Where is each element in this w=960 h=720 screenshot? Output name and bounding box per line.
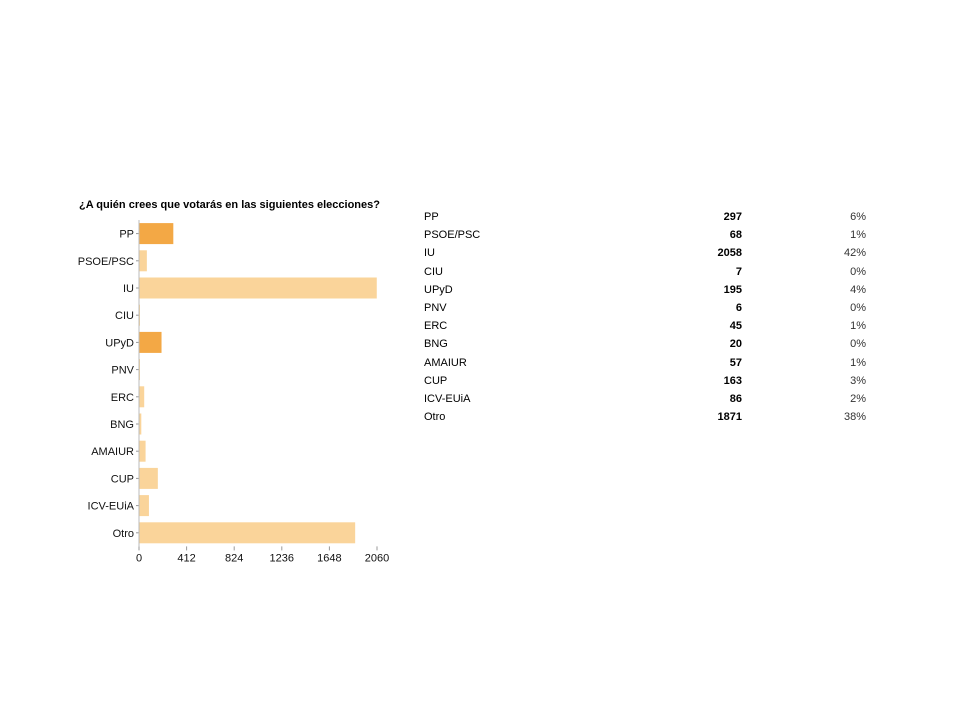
table-row: CIU 7 0% xyxy=(424,263,866,281)
party-name: ICV-EUiA xyxy=(424,393,471,406)
party-name: CUP xyxy=(424,374,448,387)
category-label: AMAIUR xyxy=(91,446,134,458)
category-label: Otro xyxy=(113,528,134,540)
x-tick-label: 412 xyxy=(177,552,195,564)
bar-amaiur xyxy=(139,440,146,462)
results-table: PP 297 6% PSOE/PSC 68 1% IU 2058 42% CIU 7 0% UPyD 19… xyxy=(424,208,866,426)
category-label: ERC xyxy=(111,392,134,404)
category-label: BNG xyxy=(110,419,134,431)
bar-pp xyxy=(139,223,174,245)
bar-bng xyxy=(139,413,142,435)
party-name: BNG xyxy=(424,338,448,351)
category-label: UPyD xyxy=(105,337,134,349)
vote-percentage: 0% xyxy=(850,302,866,315)
category-label: CUP xyxy=(111,473,134,485)
category-label: PP xyxy=(119,229,134,241)
x-tick-label: 1648 xyxy=(317,552,341,564)
bar-iu xyxy=(139,277,377,299)
vote-percentage: 0% xyxy=(850,265,866,278)
vote-count: 2058 xyxy=(717,247,742,260)
vote-percentage: 2% xyxy=(850,393,866,406)
party-name: PSOE/PSC xyxy=(424,229,481,242)
table-row: ERC 45 1% xyxy=(424,317,866,335)
vote-count: 297 xyxy=(723,211,742,223)
x-axis: 0 412 824 1236 1648 2060 xyxy=(136,220,389,564)
x-tick-label: 824 xyxy=(225,552,243,564)
bars-group xyxy=(139,223,377,544)
table-row: BNG 20 0% xyxy=(424,335,866,353)
party-name: CIU xyxy=(424,265,443,278)
chart-title: ¿A quién crees que votarás en las siguie… xyxy=(79,199,380,211)
bar-cup xyxy=(139,467,158,489)
bar-icv-euia xyxy=(139,495,149,517)
category-label: PSOE/PSC xyxy=(78,256,134,268)
vote-count: 163 xyxy=(723,374,742,387)
x-tick-label: 1236 xyxy=(270,552,294,564)
vote-percentage: 1% xyxy=(850,320,866,333)
vote-count: 1871 xyxy=(717,411,742,424)
party-name: IU xyxy=(424,247,435,260)
table-row: ICV-EUiA 86 2% xyxy=(424,390,866,408)
category-label: CIU xyxy=(115,310,134,322)
vote-percentage: 1% xyxy=(850,356,866,369)
vote-percentage: 1% xyxy=(850,229,866,242)
vote-count: 57 xyxy=(729,356,742,369)
bar-psoe-psc xyxy=(139,250,147,272)
table-row: AMAIUR 57 1% xyxy=(424,354,866,372)
party-name: UPyD xyxy=(424,283,453,296)
table-row: IU 2058 42% xyxy=(424,244,866,262)
vote-count: 68 xyxy=(729,229,742,242)
vote-count: 86 xyxy=(729,393,742,406)
vote-count: 7 xyxy=(735,265,742,278)
table-row: Otro 1871 38% xyxy=(424,408,866,426)
x-tick-label: 0 xyxy=(136,552,142,564)
vote-percentage: 38% xyxy=(843,411,866,424)
table-row: UPyD 195 4% xyxy=(424,281,866,299)
table-row: PSOE/PSC 68 1% xyxy=(424,226,866,244)
x-tick-label: 2060 xyxy=(365,552,389,564)
party-name: PP xyxy=(424,211,439,223)
bar-otro xyxy=(139,522,356,544)
vote-percentage: 3% xyxy=(850,374,866,387)
category-labels: PP PSOE/PSC IU CIU UPyD PNV ERC BNG AMAIUR CUP ICV… xyxy=(78,229,139,540)
vote-percentage: 0% xyxy=(850,338,866,351)
vote-percentage: 42% xyxy=(843,247,866,260)
table-row: CUP 163 3% xyxy=(424,372,866,390)
bar-upyd xyxy=(139,331,162,353)
vote-count: 45 xyxy=(729,320,742,333)
vote-count: 195 xyxy=(723,283,742,296)
bar-erc xyxy=(139,386,145,408)
category-label: ICV-EUiA xyxy=(88,501,135,513)
table-row: PP 297 6% xyxy=(424,208,866,226)
category-label: IU xyxy=(123,283,134,295)
party-name: PNV xyxy=(424,302,447,315)
party-name: Otro xyxy=(424,411,446,424)
party-name: AMAIUR xyxy=(424,356,467,369)
table-row: PNV 6 0% xyxy=(424,299,866,317)
vote-percentage: 6% xyxy=(850,211,866,223)
vote-count: 6 xyxy=(735,302,742,315)
vote-count: 20 xyxy=(729,338,742,351)
vote-percentage: 4% xyxy=(850,283,866,296)
category-label: PNV xyxy=(111,365,134,377)
party-name: ERC xyxy=(424,320,448,333)
